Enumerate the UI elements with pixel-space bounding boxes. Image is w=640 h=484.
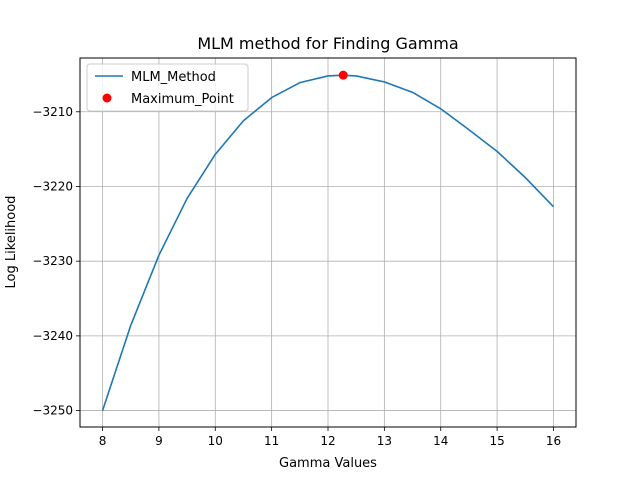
y-tick-label: −3250 (32, 404, 73, 418)
x-tick-label: 15 (489, 434, 504, 448)
x-tick-label: 9 (155, 434, 163, 448)
x-axis-ticks: 8 9 10 11 12 13 14 15 16 (99, 427, 561, 448)
y-tick-label: −3230 (32, 254, 73, 268)
x-tick-label: 10 (208, 434, 223, 448)
x-tick-label: 8 (99, 434, 107, 448)
x-tick-label: 13 (377, 434, 392, 448)
maximum-point-marker (338, 70, 348, 80)
legend-marker-swatch (102, 93, 112, 103)
x-tick-label: 11 (264, 434, 279, 448)
y-tick-label: −3210 (32, 105, 73, 119)
y-tick-label: −3220 (32, 179, 73, 193)
x-axis-label: Gamma Values (279, 456, 377, 471)
legend: MLM_Method Maximum_Point (86, 63, 249, 112)
y-axis-label: Log Likelihood (4, 196, 19, 289)
legend-entry-mlm-method: MLM_Method (131, 70, 216, 85)
chart-title: MLM method for Finding Gamma (197, 34, 458, 53)
grid (80, 58, 576, 427)
y-axis-ticks: −3250 −3240 −3230 −3220 −3210 (32, 105, 80, 418)
x-tick-label: 12 (320, 434, 335, 448)
x-tick-label: 16 (546, 434, 561, 448)
plot-area (101, 70, 555, 411)
legend-entry-maximum-point: Maximum_Point (131, 92, 234, 107)
x-tick-label: 14 (433, 434, 448, 448)
y-tick-label: −3240 (32, 329, 73, 343)
legend-frame (86, 63, 249, 112)
series-line-mlm-method (101, 74, 555, 411)
